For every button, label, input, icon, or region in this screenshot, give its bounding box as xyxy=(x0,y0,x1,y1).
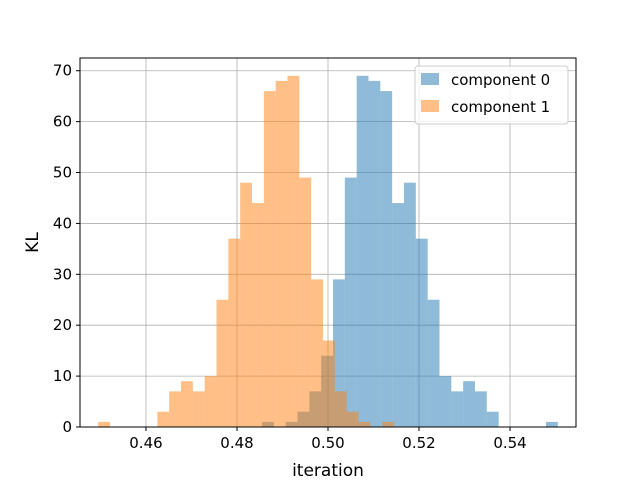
y-tick-label: 20 xyxy=(53,316,72,334)
histogram-bar-series-1 xyxy=(169,391,182,427)
histogram-bar-series-1 xyxy=(382,421,394,427)
y-tick-label: 10 xyxy=(53,367,72,385)
histogram-bar-series-1 xyxy=(322,340,335,427)
x-tick-label: 0.52 xyxy=(402,434,435,452)
histogram-bar-series-0 xyxy=(392,203,404,427)
histogram-bar-series-0 xyxy=(403,182,416,427)
histogram-bar-series-1 xyxy=(228,238,241,427)
y-axis-label: KL xyxy=(23,232,43,253)
x-axis-label: iteration xyxy=(292,461,364,480)
y-tick-label: 50 xyxy=(53,164,72,182)
x-tick-label: 0.48 xyxy=(220,434,253,452)
legend-swatch-component-1 xyxy=(421,100,439,112)
histogram-bar-series-1 xyxy=(263,91,276,427)
legend-label-component-1: component 1 xyxy=(451,98,550,116)
histogram-bar-series-0 xyxy=(380,91,393,427)
histogram-bars xyxy=(98,75,558,428)
legend: component 0 component 1 xyxy=(414,65,569,125)
x-axis-ticks: 0.46 0.48 0.50 0.52 0.54 xyxy=(129,427,527,452)
histogram-bar-series-1 xyxy=(358,421,371,427)
histogram-bar-series-0 xyxy=(545,421,558,427)
histogram-bar-series-1 xyxy=(275,80,288,428)
histogram-bar-series-0 xyxy=(463,381,475,427)
histogram-bar-series-0 xyxy=(486,411,499,427)
y-axis-ticks: 0 10 20 30 40 50 60 70 xyxy=(53,62,80,436)
x-tick-label: 0.54 xyxy=(493,434,526,452)
histogram-bar-series-1 xyxy=(157,411,170,427)
histogram-bar-series-1 xyxy=(311,279,323,427)
legend-label-component-0: component 0 xyxy=(451,71,550,89)
histogram-bar-series-0 xyxy=(427,299,440,427)
histogram-bar-series-1 xyxy=(216,299,229,427)
histogram-bar-series-0 xyxy=(368,80,381,428)
y-tick-label: 70 xyxy=(53,62,72,80)
histogram-bar-series-1 xyxy=(299,177,312,427)
histogram-bar-series-1 xyxy=(346,411,359,427)
y-tick-label: 60 xyxy=(53,113,72,131)
histogram-bar-series-1 xyxy=(240,182,253,427)
histogram-bar-series-1 xyxy=(204,376,217,427)
histogram-bar-series-1 xyxy=(252,203,264,427)
histogram-bar-series-0 xyxy=(356,75,369,428)
histogram-bar-series-0 xyxy=(439,376,452,427)
legend-swatch-component-0 xyxy=(421,73,439,85)
x-tick-label: 0.46 xyxy=(129,434,162,452)
histogram-bar-series-1 xyxy=(181,381,193,427)
histogram-bar-series-1 xyxy=(287,75,300,428)
histogram-bar-series-0 xyxy=(344,177,357,427)
y-tick-label: 40 xyxy=(53,214,72,232)
histogram-bar-series-0 xyxy=(474,391,487,427)
histogram-bar-series-0 xyxy=(333,279,345,427)
x-tick-label: 0.50 xyxy=(311,434,344,452)
histogram-bar-series-1 xyxy=(192,391,205,427)
histogram-bar-series-1 xyxy=(334,391,347,427)
histogram-bar-series-0 xyxy=(451,391,464,427)
histogram-bar-series-0 xyxy=(415,238,428,427)
histogram-bar-series-1 xyxy=(98,421,111,427)
legend-box xyxy=(414,65,569,125)
y-tick-label: 0 xyxy=(62,418,72,436)
y-tick-label: 30 xyxy=(53,265,72,283)
